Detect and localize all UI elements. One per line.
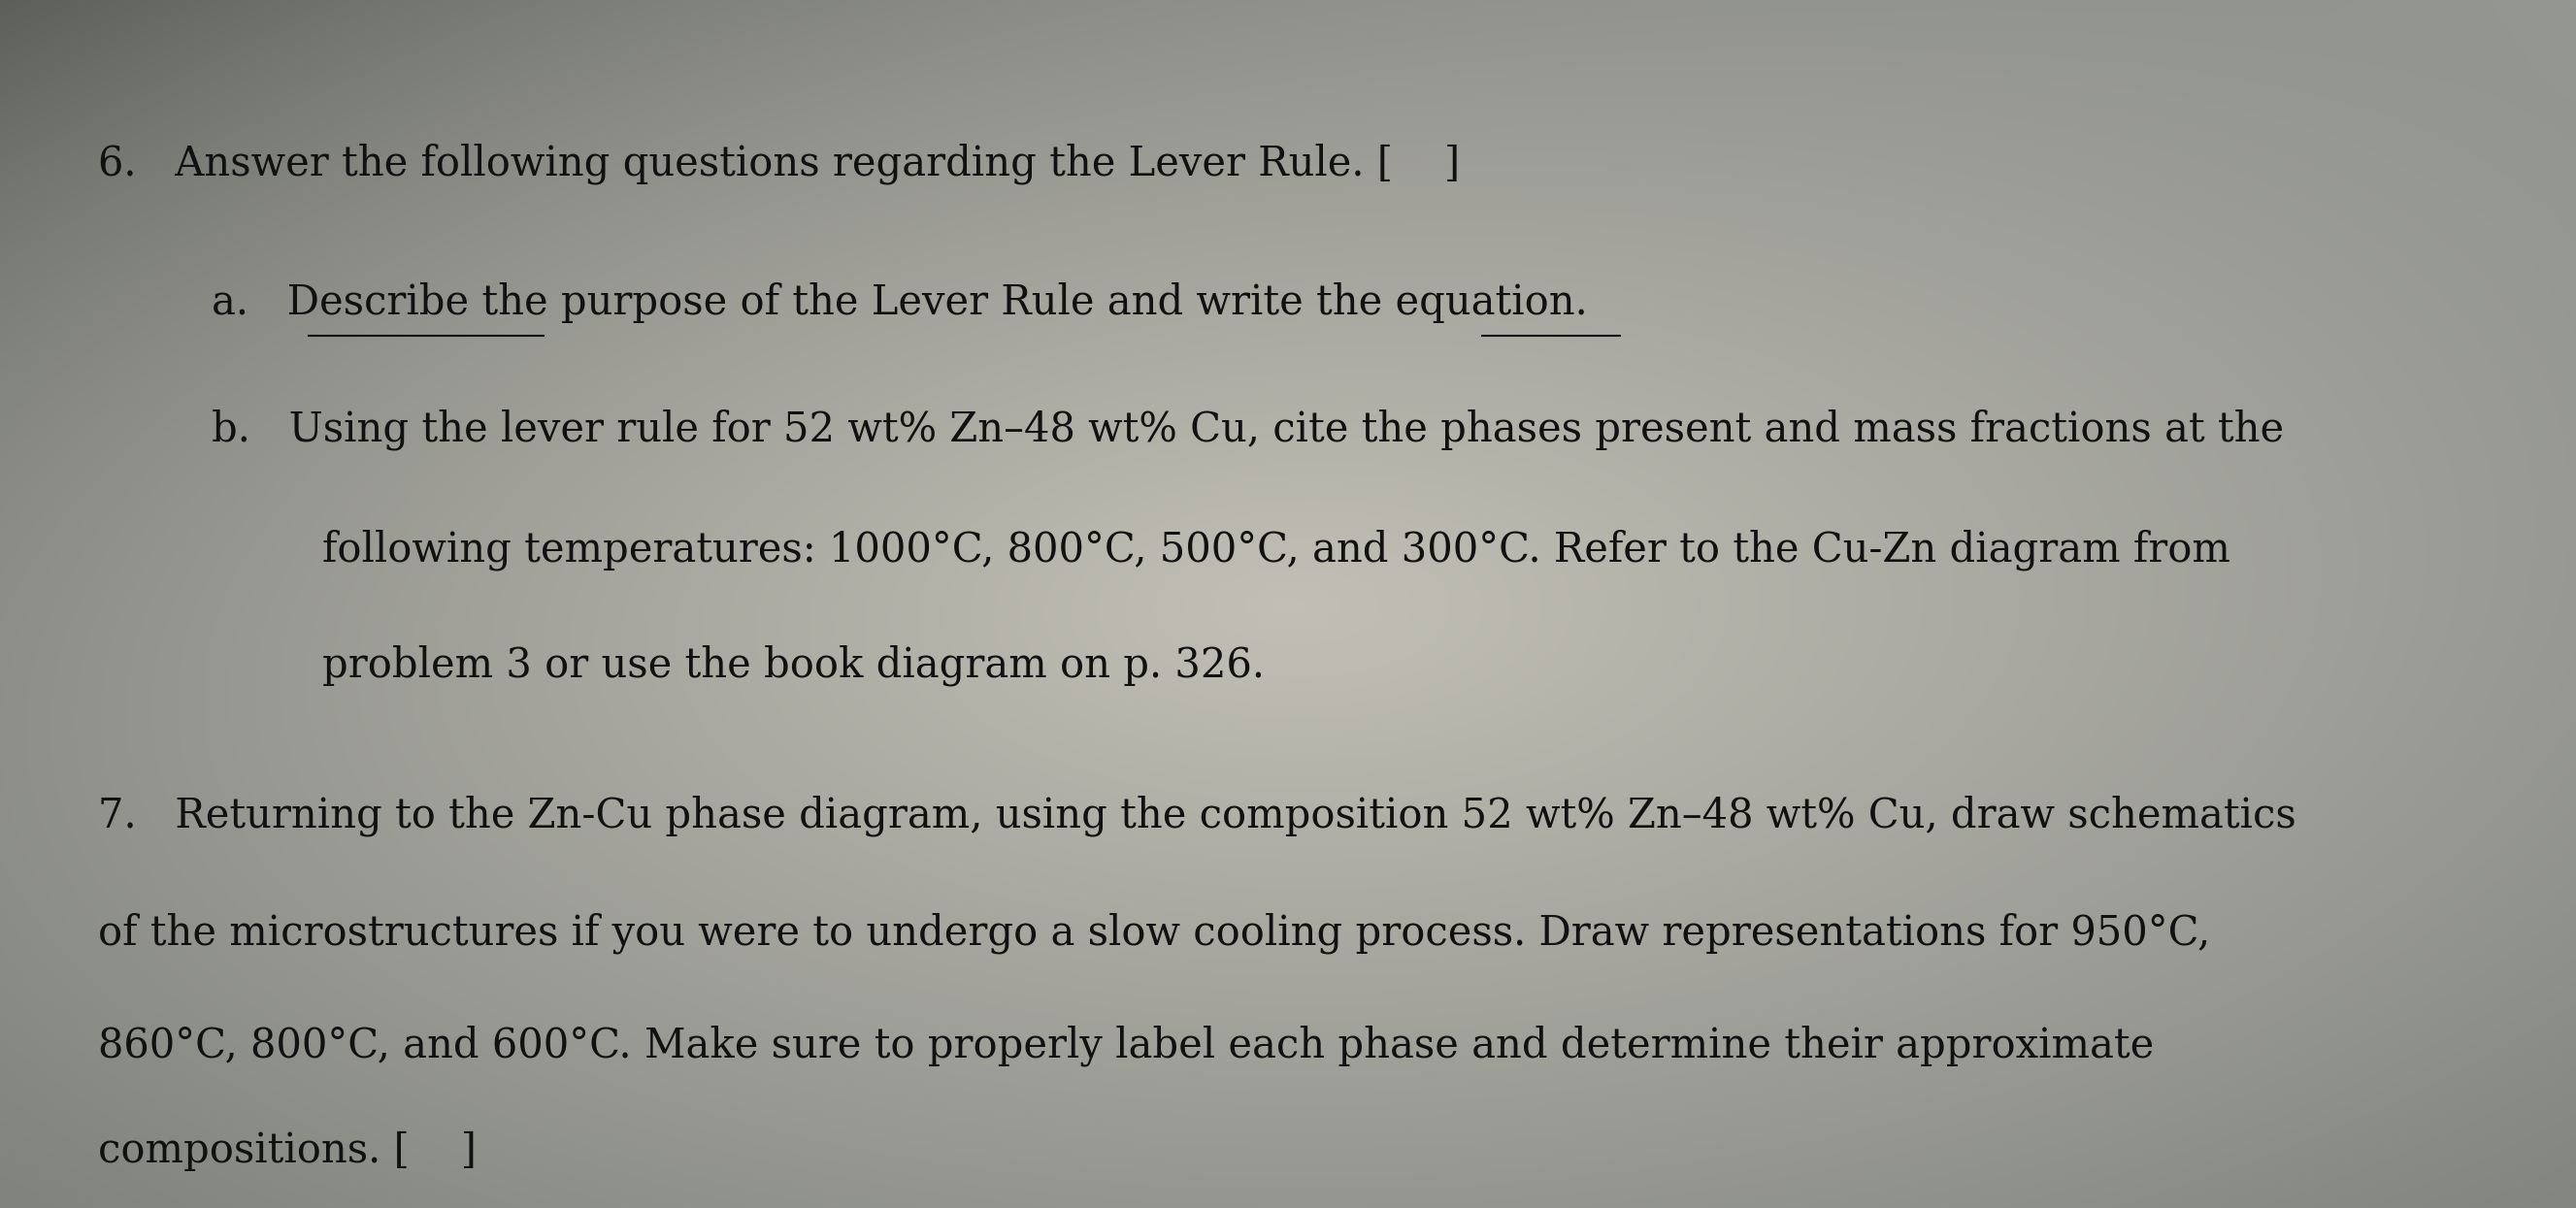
Text: a.   Describe the purpose of the Lever Rule and write the equation.: a. Describe the purpose of the Lever Rul… <box>211 281 1587 323</box>
Text: b.   Using the lever rule for 52 wt% Zn–48 wt% Cu, cite the phases present and m: b. Using the lever rule for 52 wt% Zn–48… <box>211 408 2282 451</box>
Text: 860°C, 800°C, and 600°C. Make sure to properly label each phase and determine th: 860°C, 800°C, and 600°C. Make sure to pr… <box>98 1024 2154 1067</box>
Text: compositions. [    ]: compositions. [ ] <box>98 1129 477 1171</box>
Text: problem 3 or use the book diagram on p. 326.: problem 3 or use the book diagram on p. … <box>322 644 1265 686</box>
Text: following temperatures: 1000°C, 800°C, 500°C, and 300°C. Refer to the Cu-Zn diag: following temperatures: 1000°C, 800°C, 5… <box>322 529 2231 571</box>
Text: 6.   Answer the following questions regarding the Lever Rule. [    ]: 6. Answer the following questions regard… <box>98 143 1461 185</box>
Text: 7.   Returning to the Zn-Cu phase diagram, using the composition 52 wt% Zn–48 wt: 7. Returning to the Zn-Cu phase diagram,… <box>98 795 2295 837</box>
Text: of the microstructures if you were to undergo a slow cooling process. Draw repre: of the microstructures if you were to un… <box>98 912 2210 954</box>
